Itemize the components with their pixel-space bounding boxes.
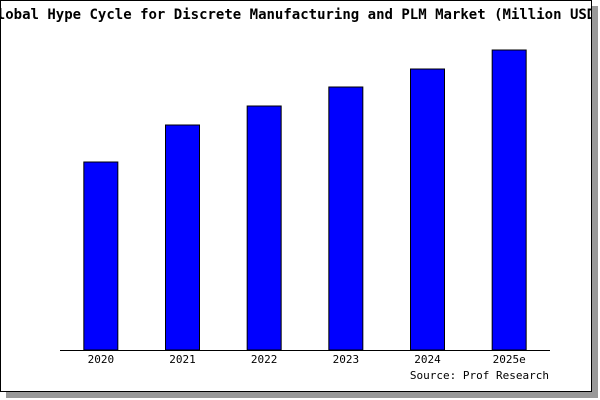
x-tick-label: 2021 bbox=[169, 353, 196, 366]
x-tick-label: 2020 bbox=[88, 353, 115, 366]
bar bbox=[83, 161, 119, 351]
bar bbox=[491, 49, 527, 351]
clip-group: Global Hype Cycle for Discrete Manufactu… bbox=[0, 7, 600, 23]
bar bbox=[328, 86, 364, 351]
x-tick-label: 2024 bbox=[414, 353, 441, 366]
bar bbox=[410, 68, 445, 351]
plot-area bbox=[60, 48, 550, 350]
source-note: Source: Prof Research bbox=[410, 369, 549, 382]
x-tick-label: 2022 bbox=[251, 353, 278, 366]
chart-title: Global Hype Cycle for Discrete Manufactu… bbox=[0, 7, 600, 23]
x-tick-label: 2023 bbox=[333, 353, 360, 366]
x-tick-label: 2025e bbox=[493, 353, 526, 366]
bar bbox=[165, 124, 200, 351]
bar bbox=[246, 105, 282, 351]
